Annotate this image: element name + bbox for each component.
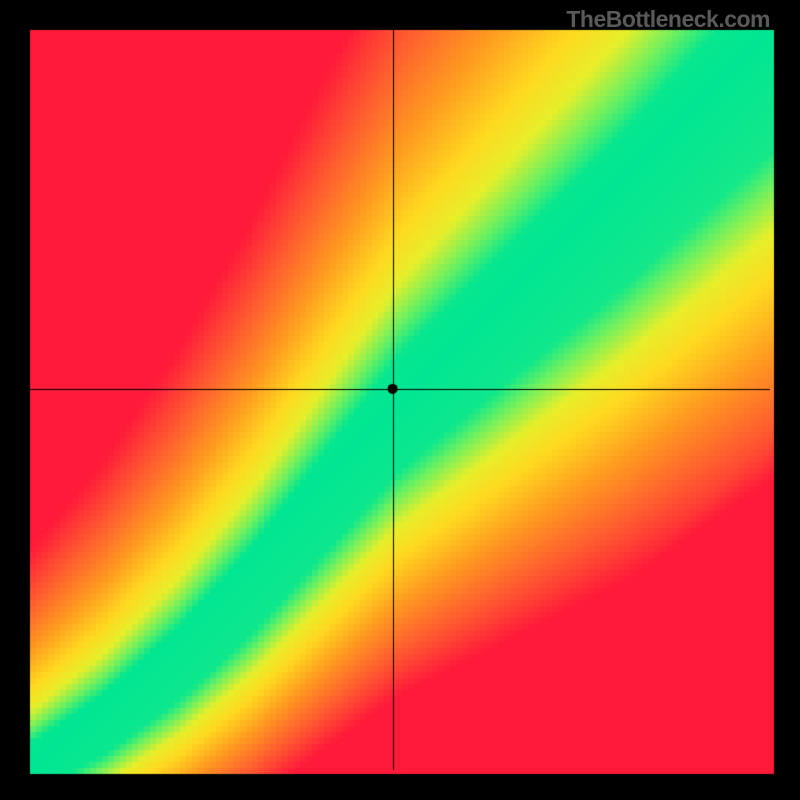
watermark-text: TheBottleneck.com [566,6,770,33]
heatmap-canvas [0,0,800,800]
chart-container: TheBottleneck.com [0,0,800,800]
